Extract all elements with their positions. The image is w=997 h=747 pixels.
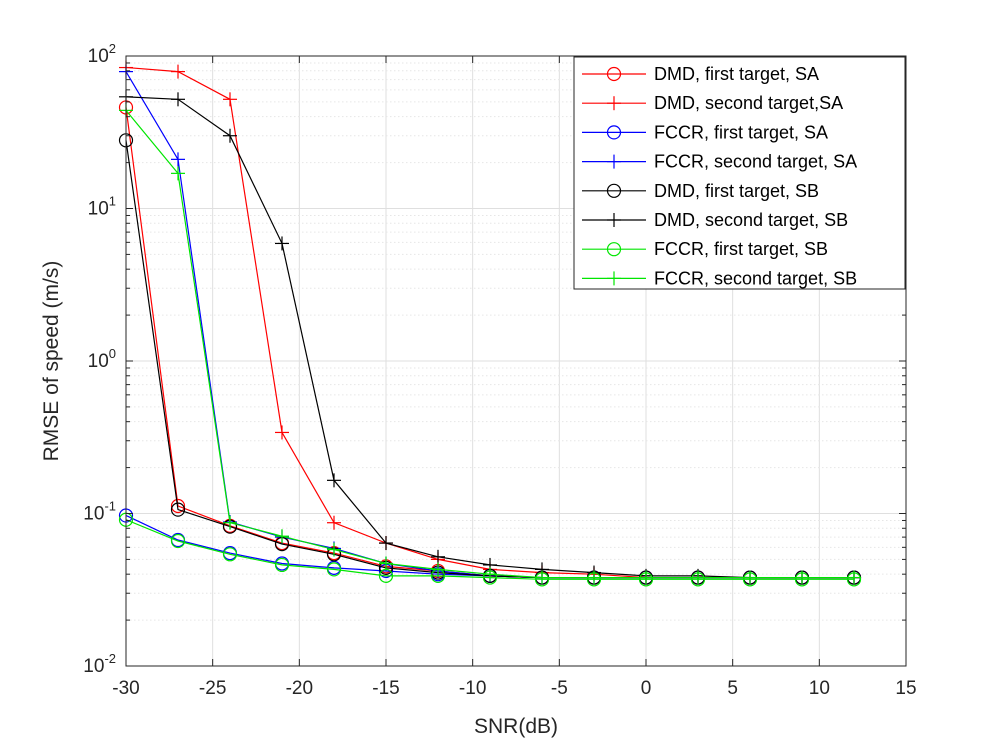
data-point <box>222 547 238 562</box>
legend-entry: DMD, first target, SA <box>582 64 819 84</box>
y-tick-label: 100 <box>88 346 116 372</box>
legend-label: DMD, second target, SB <box>654 210 848 230</box>
data-point <box>274 557 290 573</box>
x-tick-label: 10 <box>809 678 830 699</box>
data-point <box>170 533 186 549</box>
legend-entry: FCCR, first target, SA <box>582 122 828 142</box>
legend-marker <box>607 154 621 169</box>
legend-entry: DMD, second target, SB <box>582 210 848 230</box>
legend-label: DMD, first target, SB <box>654 181 819 201</box>
y-axis-title: RMSE of speed (m/s) <box>40 261 63 462</box>
y-tick-label: 101 <box>88 194 116 220</box>
legend-marker <box>607 271 621 286</box>
legend-label: FCCR, first target, SB <box>654 239 828 259</box>
data-point <box>327 542 341 557</box>
data-point <box>431 549 445 564</box>
legend-marker <box>606 66 622 82</box>
data-point <box>795 570 809 585</box>
data-point <box>171 166 185 181</box>
data-point <box>275 236 289 251</box>
legend-box <box>573 56 906 290</box>
data-point <box>327 473 341 488</box>
data-point <box>379 536 393 551</box>
data-point <box>847 570 861 585</box>
legend-label: DMD, second target,SA <box>654 93 843 113</box>
data-point <box>223 92 237 107</box>
legend-entry: DMD, second target,SA <box>582 93 843 113</box>
data-point <box>379 556 393 571</box>
data-point <box>171 92 185 107</box>
data-point <box>223 128 237 143</box>
data-point <box>275 425 289 440</box>
x-axis-title: SNR(dB) <box>474 715 558 738</box>
legend-marker <box>606 183 622 198</box>
x-tick-label: -25 <box>199 678 226 699</box>
x-tick-label: -30 <box>112 678 139 699</box>
legend-marker <box>606 242 622 257</box>
data-point <box>275 529 289 544</box>
x-tick-label: -5 <box>551 678 568 699</box>
legend-entry: FCCR, second target, SB <box>582 268 857 288</box>
data-point <box>691 570 705 585</box>
x-tick-label: 0 <box>641 678 652 699</box>
data-point <box>171 64 185 79</box>
legend-marker <box>607 96 621 111</box>
data-point <box>587 570 601 585</box>
data-point <box>326 562 342 577</box>
x-tick-label: -20 <box>286 678 313 699</box>
data-point <box>431 562 445 577</box>
x-tick-label: -10 <box>459 678 486 699</box>
legend-entry: DMD, first target, SB <box>582 181 819 201</box>
data-point <box>171 152 185 167</box>
y-tick-label: 10-2 <box>83 651 116 677</box>
series-layer <box>118 60 862 587</box>
legend-marker <box>606 125 622 140</box>
legend-label: FCCR, first target, SA <box>654 122 828 142</box>
legend-label: FCCR, second target, SB <box>654 268 857 288</box>
data-point <box>743 570 757 585</box>
y-tick-label: 10-1 <box>83 499 116 525</box>
data-point <box>327 515 341 530</box>
data-point <box>223 515 237 530</box>
legend: DMD, first target, SA DMD, second target,… <box>573 56 906 290</box>
legend-label: DMD, first target, SA <box>654 64 819 84</box>
x-tick-label: -15 <box>372 678 399 699</box>
legend-entry: FCCR, second target, SA <box>582 152 857 172</box>
y-tick-label: 102 <box>88 41 116 67</box>
legend-entry: FCCR, first target, SB <box>582 239 828 259</box>
data-point <box>483 567 497 582</box>
data-point <box>639 570 653 585</box>
data-point <box>170 502 186 517</box>
data-point <box>170 498 186 514</box>
x-tick-label: 15 <box>895 678 916 699</box>
legend-marker <box>607 213 621 227</box>
data-point <box>535 570 549 585</box>
legend-label: FCCR, second target, SA <box>654 152 857 172</box>
x-tick-label: 5 <box>727 678 738 699</box>
